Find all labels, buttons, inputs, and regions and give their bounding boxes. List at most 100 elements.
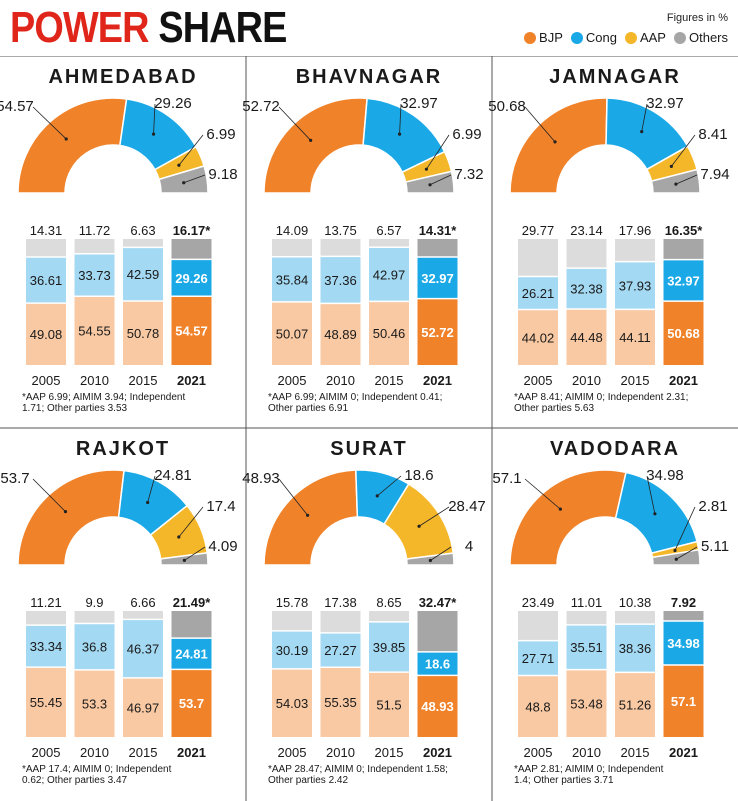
bar-segment-cong: [123, 619, 163, 678]
bar-label-bjp: 44.02: [522, 330, 555, 345]
legend: BJP Cong AAP Others: [524, 30, 728, 45]
city-panel-ahmedabad: AHMEDABAD 54.57 29.26 6.99 9.18 49.08 36.61 14.…: [0, 66, 238, 414]
x-tick-label: 2015: [621, 373, 650, 388]
bar-segment-cong: [171, 638, 212, 670]
bar-label-others: 16.35*: [665, 223, 704, 238]
bar-segment-cong: [171, 259, 212, 297]
bar-label-others: 23.14: [570, 223, 603, 238]
bar-label-bjp: 53.7: [179, 696, 204, 711]
bar-label-bjp: 50.78: [127, 326, 160, 341]
leader-line: [426, 134, 450, 170]
bar-segment-others: [171, 611, 212, 639]
legend-label: Cong: [585, 30, 617, 45]
bar-segment-others: [566, 611, 607, 625]
leader-dot: [177, 163, 181, 167]
bar-segment-cong: [566, 624, 607, 670]
leader-dot: [640, 130, 644, 134]
donut-slice-bjp: [17, 469, 125, 566]
bar-label-bjp: 54.57: [175, 324, 208, 339]
bar-label-bjp: 54.03: [276, 696, 309, 711]
bar-segment-bjp: [566, 669, 607, 737]
bar-segment-cong: [518, 640, 558, 676]
bar-segment-bjp: [26, 303, 66, 365]
donut-label-aap: 28.47: [448, 498, 486, 515]
legend-item-others: Others: [673, 30, 728, 45]
title-red-word: POWER: [10, 3, 150, 52]
bar-label-cong: 32.97: [421, 271, 454, 286]
bar-label-others: 6.57: [376, 223, 401, 238]
city-title: JAMNAGAR: [549, 66, 681, 88]
bar-label-cong: 37.36: [324, 273, 357, 288]
leader-dot: [669, 164, 673, 168]
bar-segment-cong: [417, 651, 458, 676]
footnote-line: 1.4; Other parties 3.71: [514, 775, 614, 786]
bar-segment-bjp: [369, 672, 409, 737]
bar-label-bjp: 55.35: [324, 695, 357, 710]
bar-label-bjp: 48.8: [525, 699, 550, 714]
bar-label-others: 14.09: [276, 223, 309, 238]
x-tick-label: 2015: [375, 373, 404, 388]
donut-label-others: 5.11: [701, 538, 729, 555]
bar-label-cong: 35.84: [276, 272, 309, 287]
bar-segment-others: [320, 611, 361, 633]
bar-segment-others: [518, 611, 558, 641]
leader-line: [183, 174, 206, 184]
leader-line: [429, 174, 452, 186]
x-tick-label: 2015: [129, 373, 158, 388]
bar-label-cong: 26.21: [522, 286, 555, 301]
leader-line: [524, 106, 556, 143]
leader-dot: [558, 507, 562, 511]
bar-label-bjp: 53.48: [570, 696, 603, 711]
bar-label-bjp: 48.89: [324, 327, 357, 342]
leader-dot: [305, 513, 310, 517]
leader-line: [430, 546, 452, 561]
bar-label-bjp: 50.07: [276, 326, 309, 341]
legend-swatch: [570, 31, 583, 44]
bar-label-cong: 36.61: [30, 273, 63, 288]
footnote-line: *AAP 6.99; AIMIM 3.94; Independent: [22, 392, 185, 403]
donut-slice-cong: [614, 471, 698, 555]
bar-label-cong: 18.6: [425, 657, 450, 672]
bar-label-others: 7.92: [671, 595, 696, 610]
bar-segment-cong: [663, 259, 704, 302]
bar-segment-bjp: [26, 667, 66, 737]
bar-segment-others: [663, 239, 704, 260]
leader-dot: [375, 494, 379, 498]
bar-segment-others: [615, 611, 655, 625]
bar-segment-others: [171, 239, 212, 260]
footnote-line: *AAP 8.41; AIMIM 0; Independent 2.31;: [514, 392, 688, 403]
city-title: SURAT: [330, 438, 407, 460]
bar-segment-bjp: [171, 669, 212, 737]
bar-label-bjp: 50.46: [373, 326, 406, 341]
x-tick-label: 2021: [423, 373, 452, 388]
donut-slice-bjp: [509, 469, 627, 566]
bar-label-others: 13.75: [324, 223, 357, 238]
donut-label-cong: 32.97: [646, 95, 684, 112]
leader-line: [418, 506, 450, 527]
bar-label-others: 6.63: [130, 223, 155, 238]
x-tick-label: 2021: [177, 745, 206, 760]
city-title: AHMEDABAD: [48, 66, 197, 88]
bar-segment-cong: [566, 268, 607, 309]
donut-slice-others: [404, 170, 455, 194]
legend-item-cong: Cong: [570, 30, 617, 45]
bar-label-cong: 27.27: [324, 643, 357, 658]
x-tick-label: 2010: [326, 373, 355, 388]
bar-label-others: 10.38: [619, 595, 652, 610]
leader-line: [147, 475, 156, 503]
bar-segment-cong: [369, 621, 409, 673]
x-tick-label: 2010: [80, 373, 109, 388]
bar-label-bjp: 46.97: [127, 700, 160, 715]
donut-slice-others: [650, 168, 701, 194]
bar-segment-cong: [26, 625, 66, 668]
legend-swatch: [624, 31, 637, 44]
donut-label-others: 7.32: [454, 166, 483, 183]
leader-line: [278, 478, 308, 516]
bar-segment-others: [320, 239, 361, 257]
bar-segment-others: [26, 611, 66, 626]
bar-label-others: 8.65: [376, 595, 401, 610]
bar-label-cong: 32.97: [667, 273, 700, 288]
bar-segment-cong: [74, 253, 115, 297]
city-title: RAJKOT: [76, 438, 170, 460]
bar-segment-bjp: [518, 309, 558, 365]
